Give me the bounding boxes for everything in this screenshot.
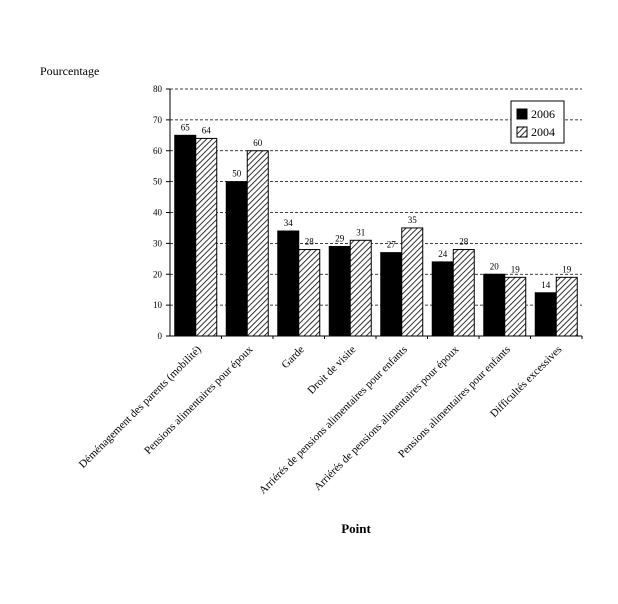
data-label: 34 bbox=[284, 218, 294, 228]
y-tick-label: 20 bbox=[153, 269, 163, 279]
data-label: 64 bbox=[202, 125, 212, 135]
legend-swatch-2006 bbox=[516, 108, 528, 120]
data-label: 24 bbox=[438, 249, 448, 259]
bar-2006 bbox=[483, 273, 506, 337]
bar-2006 bbox=[174, 134, 197, 337]
data-label: 20 bbox=[490, 261, 500, 271]
y-tick-label: 80 bbox=[153, 84, 163, 94]
x-tick-label: Droit de visite bbox=[305, 344, 358, 397]
y-tick-label: 60 bbox=[153, 146, 163, 156]
data-label: 50 bbox=[232, 169, 242, 179]
data-label: 65 bbox=[181, 122, 191, 132]
y-axis-label: Pourcentage bbox=[40, 64, 99, 78]
data-label: 60 bbox=[253, 138, 263, 148]
bar-2004 bbox=[555, 276, 578, 337]
data-label: 28 bbox=[459, 237, 469, 247]
x-tick-label: Garde bbox=[279, 344, 307, 372]
bar-2004 bbox=[349, 239, 372, 337]
y-tick-label: 50 bbox=[153, 177, 163, 187]
legend-label-2006: 2006 bbox=[531, 107, 555, 121]
data-label: 35 bbox=[408, 215, 418, 225]
y-tick-label: 0 bbox=[158, 331, 163, 341]
data-label: 19 bbox=[511, 264, 521, 274]
y-tick-label: 30 bbox=[153, 238, 163, 248]
x-axis-label: Point bbox=[341, 521, 371, 536]
bar-2004 bbox=[452, 249, 475, 337]
bars bbox=[174, 134, 578, 337]
data-label: 31 bbox=[356, 227, 365, 237]
bar-2006 bbox=[328, 245, 351, 337]
y-tick-label: 70 bbox=[153, 115, 163, 125]
data-label: 19 bbox=[562, 264, 572, 274]
bar-2006 bbox=[431, 261, 454, 337]
y-tick-label: 40 bbox=[153, 208, 163, 218]
x-tick-label: Pensions alimentaires pour époux bbox=[142, 343, 256, 457]
data-labels: 65 64 50 60 34 28 29 31 27 35 24 28 20 19 14 19 bbox=[181, 122, 572, 289]
bar-2004 bbox=[195, 137, 218, 337]
data-label: 29 bbox=[335, 233, 345, 243]
data-label: 14 bbox=[541, 280, 551, 290]
bar-2006 bbox=[534, 292, 557, 337]
legend-swatch-2004 bbox=[516, 126, 528, 138]
legend: 2006 2004 bbox=[510, 100, 565, 144]
gridlines bbox=[170, 88, 582, 306]
bar-2006 bbox=[225, 181, 248, 337]
bar-2006 bbox=[380, 252, 403, 337]
bar-2004 bbox=[298, 249, 321, 337]
bar-2004 bbox=[401, 227, 424, 337]
y-tick-label: 10 bbox=[153, 300, 163, 310]
bar-2006 bbox=[277, 230, 300, 337]
data-label: 28 bbox=[305, 237, 315, 247]
bar-2004 bbox=[504, 276, 527, 337]
data-label: 27 bbox=[387, 240, 397, 250]
legend-label-2004: 2004 bbox=[531, 125, 555, 139]
bar-2004 bbox=[246, 150, 269, 337]
x-tick-label: Pensions alimentaires pour enfants bbox=[396, 344, 513, 461]
